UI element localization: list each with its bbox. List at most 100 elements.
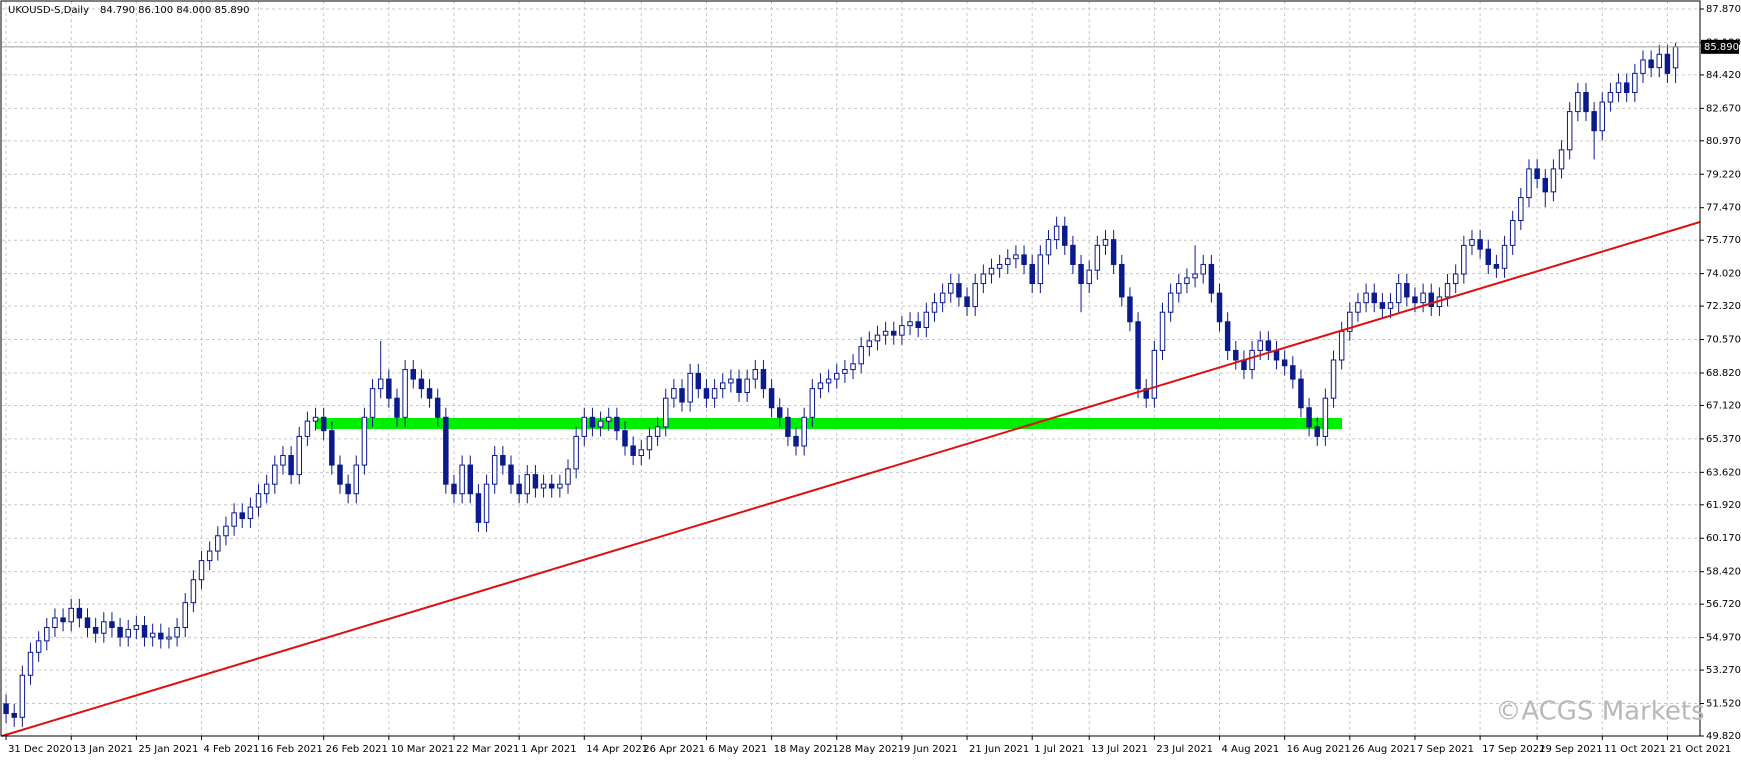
candle-body <box>1298 378 1304 409</box>
candle-body <box>1102 239 1109 246</box>
y-tick-label: 60.170 <box>1706 533 1741 544</box>
candle-body <box>646 435 653 451</box>
candle-body <box>1501 244 1508 269</box>
candle-body <box>703 388 710 399</box>
candle-body <box>312 416 319 422</box>
candle-body <box>443 416 449 485</box>
candle-body <box>1363 292 1369 304</box>
candle-body <box>1094 244 1101 271</box>
candle-body <box>1404 283 1410 298</box>
candle-body <box>1208 263 1215 294</box>
candle-body <box>654 426 661 437</box>
watermark: ©ACGS Markets <box>1495 697 1704 727</box>
candle-body <box>1395 283 1402 304</box>
candle-body <box>630 445 636 457</box>
candle-body <box>27 651 34 676</box>
candle-body <box>1485 248 1491 265</box>
x-tick-label: 11 Oct 2021 <box>1604 744 1666 755</box>
candle-body <box>44 626 50 642</box>
candle-body <box>842 369 848 374</box>
candle-body <box>1330 359 1337 399</box>
candle-body <box>719 382 726 390</box>
candle-body <box>1583 91 1589 113</box>
y-tick-label: 75.770 <box>1706 235 1741 246</box>
candle-body <box>777 407 783 418</box>
candle-body <box>84 617 91 628</box>
candle-body <box>418 378 425 390</box>
candle-body <box>540 483 547 489</box>
candle-body <box>1314 426 1320 437</box>
candle-body <box>223 525 229 537</box>
x-tick-label: 4 Feb 2021 <box>204 744 260 755</box>
candle-body <box>573 435 579 470</box>
candle-body <box>1632 72 1638 93</box>
candle-body <box>614 416 620 432</box>
candle-body <box>1167 292 1174 313</box>
candle-body <box>532 474 539 489</box>
x-tick-label: 16 Aug 2021 <box>1287 744 1351 755</box>
candle-body <box>662 397 669 428</box>
candle-body <box>695 372 702 390</box>
candle-body <box>491 455 498 485</box>
candle-body <box>361 416 368 466</box>
candle-body <box>524 474 531 495</box>
candle-body <box>988 267 995 275</box>
candle-body <box>231 512 237 527</box>
current-price-box <box>1701 39 1739 54</box>
candle-body <box>35 640 42 653</box>
y-tick-label: 56.720 <box>1706 599 1741 610</box>
x-tick-label: 26 Feb 2021 <box>326 744 388 755</box>
candle-body <box>1184 277 1190 285</box>
candle-body <box>475 493 482 523</box>
candle-body <box>1477 239 1483 250</box>
candle-body <box>752 369 759 380</box>
candle-body <box>19 674 26 718</box>
candle-body <box>1640 59 1646 74</box>
candle-body <box>858 346 864 365</box>
x-tick-label: 13 Jan 2021 <box>73 744 133 755</box>
candle-body <box>834 372 840 380</box>
candle-body <box>980 273 987 285</box>
candle-body <box>198 560 205 581</box>
candle-body <box>972 283 978 307</box>
candle-body <box>296 435 302 476</box>
x-tick-label: 16 Feb 2021 <box>261 744 323 755</box>
x-tick-label: 7 Sep 2021 <box>1417 744 1474 755</box>
candle-body <box>174 626 180 638</box>
candle-body <box>1176 283 1182 294</box>
y-tick-label: 77.470 <box>1706 203 1741 214</box>
candle-body <box>923 311 930 329</box>
candle-body <box>565 468 571 485</box>
current-price-label: 85.890 <box>1704 42 1739 53</box>
candle-body <box>190 579 197 604</box>
candle-body <box>687 372 693 403</box>
x-tick-label: 25 Jan 2021 <box>138 744 198 755</box>
candle-body <box>1648 59 1654 69</box>
candle-body <box>239 512 245 520</box>
x-tick-label: 6 May 2021 <box>708 744 767 755</box>
axes: 49.820 51.520 53.270 54.970 56.720 58.420 60.1… <box>2 4 1741 755</box>
candle-body <box>1493 263 1500 269</box>
candle-body <box>133 625 140 630</box>
candle-body <box>1013 254 1019 260</box>
y-tick-label: 49.820 <box>1706 731 1741 742</box>
candle-body <box>1265 340 1272 351</box>
candle-body <box>1224 321 1231 351</box>
candle-body <box>353 464 359 495</box>
x-tick-label: 14 Apr 2021 <box>586 744 648 755</box>
candle-body <box>11 712 17 718</box>
candle-body <box>1518 197 1524 222</box>
candle-body <box>671 388 677 399</box>
candle-body <box>76 607 83 619</box>
candle-body <box>581 416 588 437</box>
x-tick-label: 26 Aug 2021 <box>1352 744 1416 755</box>
y-tick-label: 70.570 <box>1706 335 1741 346</box>
candle-body <box>744 378 750 393</box>
x-tick-label: 10 Mar 2021 <box>391 744 454 755</box>
candle-body <box>1542 177 1549 193</box>
candle-body <box>825 378 832 384</box>
candle-body <box>1086 269 1092 285</box>
candle-body <box>1200 263 1206 275</box>
